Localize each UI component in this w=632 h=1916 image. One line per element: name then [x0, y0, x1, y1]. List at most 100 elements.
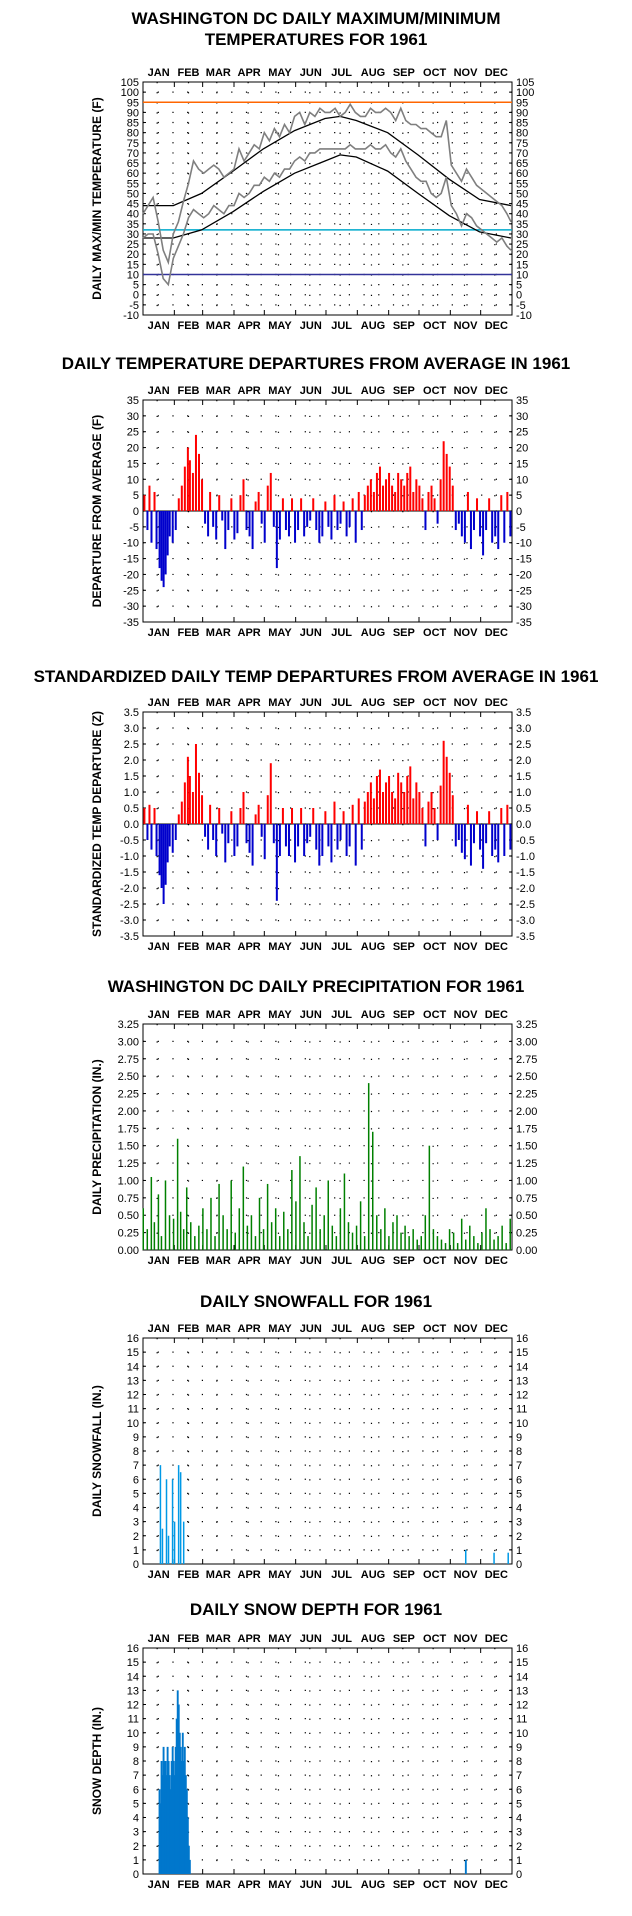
snow-depth-bar — [165, 1775, 168, 1874]
departure-bar — [369, 782, 372, 824]
precipitation-bar — [335, 1236, 338, 1250]
snow-depth-bar — [173, 1775, 176, 1874]
y-axis-label: DAILY SNOWFALL (IN.) — [90, 1385, 104, 1517]
precipitation-bar — [295, 1201, 297, 1250]
month-label-top: JUN — [300, 697, 322, 709]
y-tick-label-right: 2.5 — [516, 739, 531, 751]
y-tick-label-left: -20 — [123, 569, 139, 581]
month-label-bottom: FEB — [177, 627, 199, 639]
departure-bar — [153, 491, 156, 511]
departure-bar — [412, 491, 415, 511]
precipitation-bar — [258, 1197, 261, 1250]
snow-depth-bar — [169, 1789, 172, 1874]
departure-bar — [488, 498, 491, 511]
departure-bar — [221, 511, 224, 521]
month-label-top: MAR — [206, 697, 231, 709]
departure-bar — [186, 756, 189, 824]
y-tick-label-right: 0.0 — [516, 819, 531, 831]
snow-depth-bar — [184, 1775, 187, 1874]
departure-bar — [482, 824, 485, 869]
month-label-bottom: MAY — [268, 320, 292, 330]
departure-bar — [162, 511, 165, 588]
departure-bar — [448, 466, 451, 511]
month-label-bottom: JUL — [331, 1879, 352, 1891]
y-tick-label-right: -10 — [516, 310, 532, 322]
departure-bar — [430, 792, 433, 824]
departure-bar — [497, 824, 500, 863]
month-label-bottom: MAY — [268, 627, 292, 639]
y-tick-label-right: 5 — [516, 1488, 522, 1500]
departure-bar — [442, 740, 445, 824]
departure-bar — [312, 808, 315, 824]
precipitation-bar — [283, 1211, 285, 1250]
month-label-bottom: APR — [238, 320, 261, 330]
month-label-top: MAR — [206, 385, 231, 397]
snow-depth-bar — [167, 1761, 170, 1874]
y-tick-label-left: 14 — [127, 1361, 139, 1373]
snow-depth-chart-title: DAILY SNOW DEPTH FOR 1961 — [0, 1599, 632, 1620]
departure-bar — [186, 447, 189, 511]
precipitation-bar — [262, 1229, 265, 1250]
departure-bar — [336, 824, 339, 850]
standardized-title-line-1: STANDARDIZED DAILY TEMP DEPARTURES FROM … — [33, 667, 599, 686]
departure-bar — [354, 824, 357, 866]
y-tick-label-right: 90 — [516, 107, 528, 119]
precipitation-bar — [440, 1239, 443, 1250]
y-tick-label-left: 70 — [127, 148, 139, 160]
month-label-bottom: NOV — [454, 1879, 479, 1891]
departure-bar — [291, 808, 294, 824]
y-tick-label-right: 8 — [516, 1446, 522, 1458]
y-tick-label-right: 35 — [516, 219, 528, 231]
departure-bar — [366, 485, 369, 511]
y-tick-label-right: 11 — [516, 1714, 527, 1726]
month-label-top: NOV — [454, 67, 479, 79]
snow-depth-bar — [166, 1746, 169, 1874]
departure-bar — [327, 824, 330, 847]
snow-depth-bar — [171, 1746, 174, 1874]
snowfall-bar — [165, 1479, 168, 1564]
month-label-top: JUL — [331, 1009, 352, 1021]
departure-bar — [309, 511, 312, 521]
precipitation-bar — [505, 1243, 507, 1250]
departure-bar — [239, 808, 242, 824]
departure-bar — [209, 804, 212, 824]
y-tick-label-right: 85 — [516, 118, 528, 130]
y-tick-label-right: 15 — [516, 1347, 528, 1359]
precipitation-bar — [210, 1197, 212, 1250]
departure-bar — [212, 511, 215, 527]
departure-bar — [263, 824, 266, 860]
departure-bar — [388, 472, 391, 511]
y-tick-label-right: 40 — [516, 209, 528, 221]
departure-bar — [339, 824, 342, 840]
departure-bar — [388, 776, 391, 824]
month-label-bottom: MAR — [206, 1569, 231, 1581]
departure-bar — [476, 498, 479, 511]
departure-bar — [281, 808, 284, 824]
precipitation-bar — [477, 1243, 479, 1250]
snow-depth-title-line-1: DAILY SNOW DEPTH FOR 1961 — [189, 1600, 443, 1619]
y-tick-label-right: 1.75 — [516, 1123, 537, 1135]
y-tick-label-right: 45 — [516, 199, 528, 211]
departure-bar — [436, 824, 439, 840]
precipitation-bar — [202, 1208, 204, 1250]
y-tick-label-right: 2.0 — [516, 755, 531, 767]
departure-bar — [324, 501, 327, 511]
departure-bar — [472, 511, 475, 531]
y-tick-label-right: 95 — [516, 97, 528, 109]
month-label-top: OCT — [423, 1009, 447, 1021]
month-label-top: SEP — [393, 1323, 415, 1335]
departure-bar — [433, 808, 436, 824]
y-tick-label-right: 10 — [516, 269, 528, 281]
precipitation-bar — [222, 1215, 224, 1250]
departure-bar — [166, 824, 169, 863]
month-label-top: SEP — [393, 1633, 415, 1645]
y-tick-label-left: 0 — [133, 1869, 139, 1881]
month-label-bottom: DEC — [485, 627, 508, 639]
departure-bar — [348, 511, 351, 527]
y-tick-label-left: 2.00 — [118, 1106, 139, 1118]
departure-bar — [460, 511, 463, 537]
precipitation-bar — [493, 1239, 495, 1250]
precipitation-bar — [234, 1232, 236, 1250]
y-tick-label-right: -25 — [516, 585, 532, 597]
precipitation-bar — [444, 1243, 447, 1250]
